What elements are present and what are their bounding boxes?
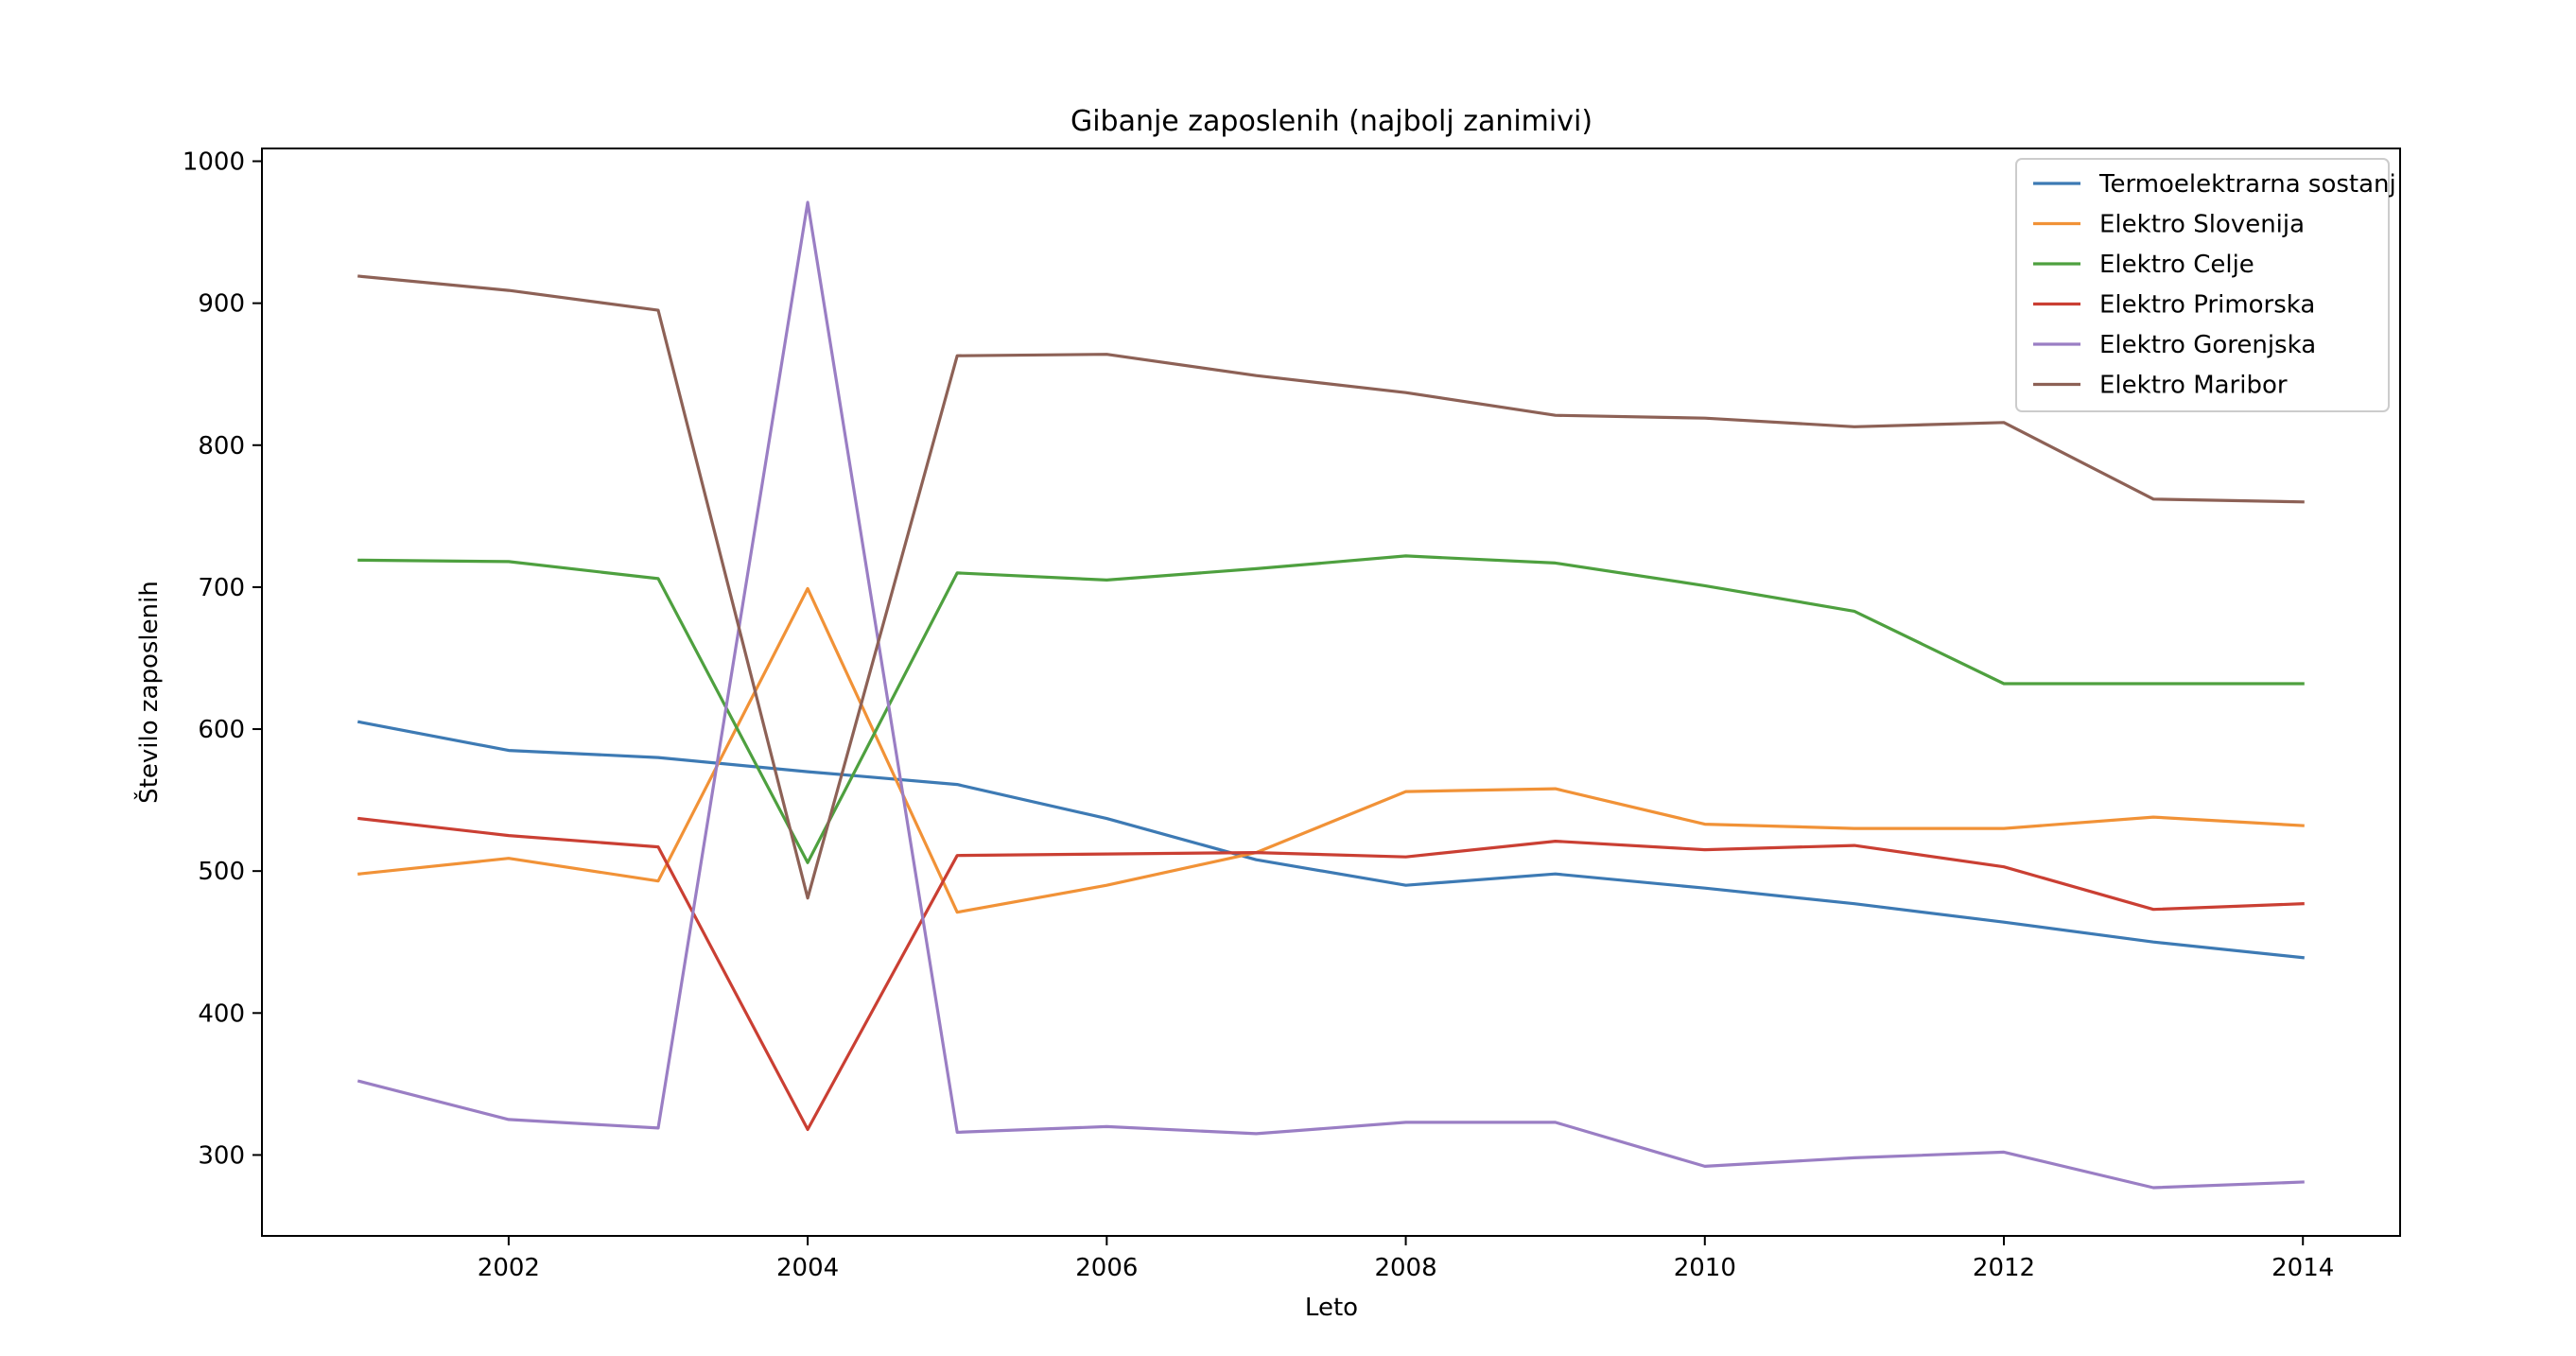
x-tick-label: 2002 bbox=[478, 1254, 540, 1282]
series-line-5 bbox=[357, 200, 2305, 1190]
legend-label: Elektro Gorenjska bbox=[2099, 331, 2316, 359]
y-tick-label: 300 bbox=[198, 1141, 245, 1170]
legend-label: Elektro Primorska bbox=[2099, 291, 2315, 320]
y-tick-label: 600 bbox=[198, 716, 245, 744]
y-tick-label: 400 bbox=[198, 1000, 245, 1028]
y-tick-label: 1000 bbox=[183, 148, 245, 177]
legend-label: Termoelektrarna sostanj bbox=[2098, 170, 2396, 199]
x-tick-label: 2010 bbox=[1674, 1254, 1736, 1282]
x-axis: 2002 2004 2006 2008 2010 2012 2014 bbox=[478, 1236, 2334, 1282]
x-tick-label: 2006 bbox=[1075, 1254, 1138, 1282]
chart-title: Gibanje zaposlenih (najbolj zanimivi) bbox=[1070, 105, 1593, 138]
y-tick-label: 900 bbox=[198, 290, 245, 319]
legend: Termoelektrarna sostanj Elektro Slovenija… bbox=[2015, 158, 2396, 412]
series-line-1 bbox=[357, 720, 2305, 960]
legend-label: Elektro Slovenija bbox=[2099, 211, 2305, 239]
y-tick-label: 700 bbox=[198, 574, 245, 602]
series-line-2 bbox=[357, 586, 2305, 914]
x-tick-label: 2008 bbox=[1374, 1254, 1436, 1282]
x-tick-label: 2014 bbox=[2271, 1254, 2334, 1282]
y-tick-label: 800 bbox=[198, 432, 245, 461]
x-tick-label: 2012 bbox=[1973, 1254, 2035, 1282]
y-axis-label: Število zaposlenih bbox=[133, 581, 164, 804]
legend-label: Elektro Maribor bbox=[2099, 372, 2288, 400]
series-layer bbox=[357, 200, 2305, 1190]
series-line-6 bbox=[357, 274, 2305, 900]
legend-box bbox=[2015, 158, 2390, 412]
legend-label: Elektro Celje bbox=[2099, 251, 2254, 279]
plot-frame bbox=[261, 148, 2401, 1237]
x-axis-label: Leto bbox=[1305, 1294, 1358, 1322]
series-line-4 bbox=[357, 816, 2305, 1132]
series-line-3 bbox=[357, 554, 2305, 864]
y-tick-label: 500 bbox=[198, 858, 245, 886]
y-axis: 300 400 500 600 700 800 900 1000 bbox=[183, 148, 262, 1170]
x-tick-label: 2004 bbox=[776, 1254, 839, 1282]
